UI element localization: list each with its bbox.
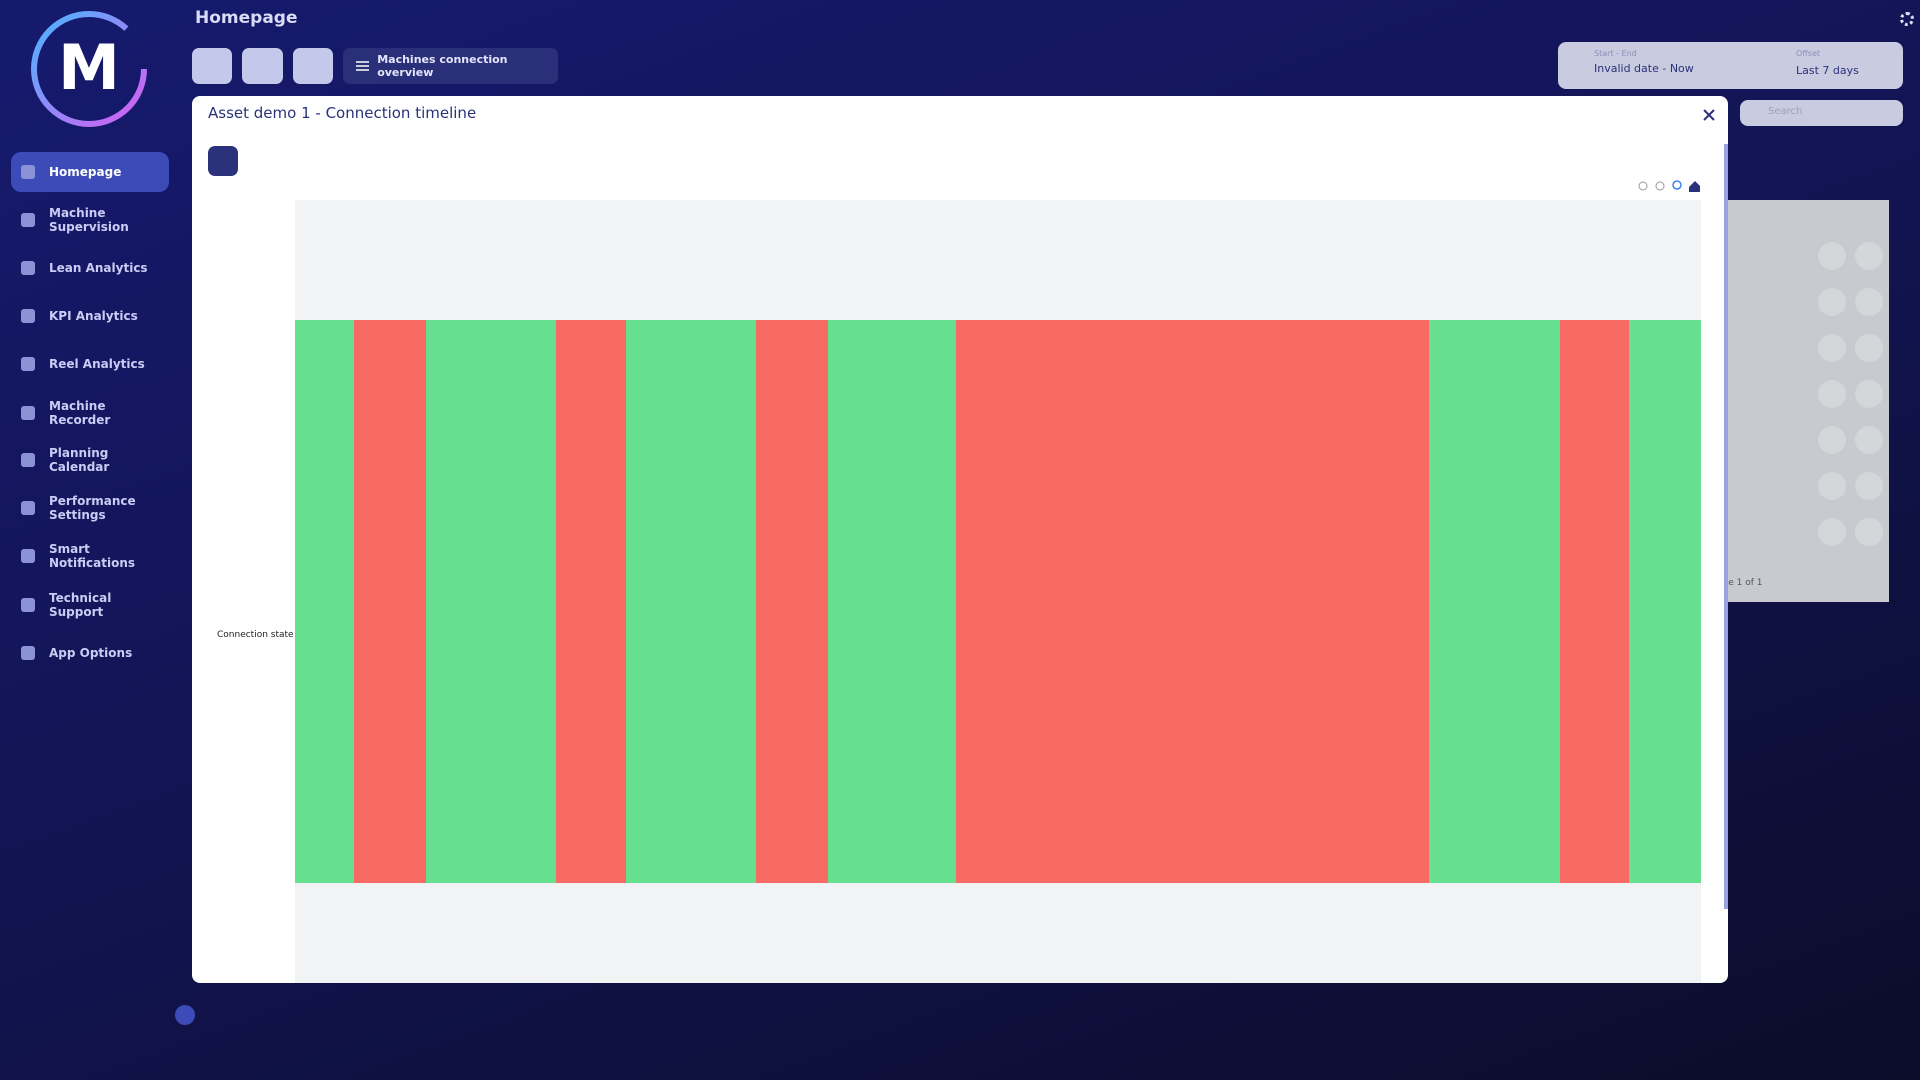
nav-item[interactable]: Reel Analytics [11, 344, 169, 384]
open-button[interactable] [1818, 242, 1846, 270]
nav-label: Machine Supervision [49, 206, 129, 234]
pagination: Page 1 of 1 [1712, 578, 1763, 588]
timeline-chart [295, 200, 1701, 983]
disconnected-segment [756, 320, 828, 883]
nav-icon [21, 261, 35, 275]
chart-button[interactable] [1855, 472, 1883, 500]
scrollbar [1724, 144, 1728, 909]
chart-button[interactable] [1855, 518, 1883, 546]
grid-view-button[interactable] [192, 48, 232, 84]
collapse-button[interactable] [175, 1005, 195, 1025]
open-button[interactable] [1818, 380, 1846, 408]
nav-label: Homepage [49, 165, 122, 179]
logo: M [31, 11, 147, 127]
tab-label: Machines connection overview [377, 53, 508, 79]
nav-label: Smart Notifications [49, 542, 136, 570]
nav-icon [21, 406, 35, 420]
menu-icon [356, 61, 369, 71]
nav-label: KPI Analytics [49, 309, 138, 323]
connected-segment [828, 320, 956, 883]
open-button[interactable] [1818, 288, 1846, 316]
list-view-button[interactable] [242, 48, 283, 84]
tab[interactable]: Machines connection overview [343, 48, 558, 84]
nav-label: Performance Settings [49, 494, 136, 522]
nav-label: Lean Analytics [49, 261, 148, 275]
date-filter[interactable]: Start - End Invalid date - Now Offset La… [1558, 42, 1903, 89]
nav-icon [21, 549, 35, 563]
nav-item[interactable]: KPI Analytics [11, 296, 169, 336]
chart-button[interactable] [1855, 380, 1883, 408]
modal-title: Asset demo 1 - Connection timeline [208, 104, 477, 122]
search[interactable]: Search [1740, 100, 1903, 126]
nav-label: Reel Analytics [49, 357, 145, 371]
modal: Asset demo 1 - Connection timeline Conne… [192, 96, 1728, 983]
logo-letter: M [58, 31, 120, 104]
nav-icon [21, 598, 35, 612]
offset-label: Offset [1796, 49, 1821, 58]
nav-item[interactable]: Smart Notifications [11, 536, 169, 576]
open-button[interactable] [1818, 426, 1846, 454]
nav-icon [21, 453, 35, 467]
connected-segment [426, 320, 556, 883]
chart-button[interactable] [1855, 426, 1883, 454]
nav-label: Machine Recorder [49, 399, 111, 427]
offset-value: Last 7 days [1796, 64, 1859, 77]
machines-table: Page 1 of 1 [1712, 200, 1889, 602]
chart-button[interactable] [1855, 288, 1883, 316]
nav-item[interactable]: Homepage [11, 152, 169, 192]
nav-icon [21, 309, 35, 323]
range-label: Start - End [1594, 49, 1637, 58]
close-button[interactable] [1702, 108, 1716, 122]
page-title: Homepage [195, 8, 298, 28]
nav-item[interactable]: Machine Recorder [11, 393, 169, 433]
nav-item[interactable]: Performance Settings [11, 488, 169, 528]
map-view-button[interactable] [293, 48, 333, 84]
nav-item[interactable]: Machine Supervision [11, 200, 169, 240]
connected-segment [1429, 320, 1560, 883]
nav-icon [21, 213, 35, 227]
settings-icon[interactable] [1900, 12, 1914, 26]
nav-label: App Options [49, 646, 133, 660]
connected-segment [626, 320, 756, 883]
chart-button[interactable] [1855, 242, 1883, 270]
download-button[interactable] [208, 146, 238, 176]
zoom-controls[interactable] [1636, 179, 1700, 193]
search-placeholder: Search [1768, 106, 1803, 117]
nav-item[interactable]: Planning Calendar [11, 440, 169, 480]
chart-button[interactable] [1855, 334, 1883, 362]
nav-label: Planning Calendar [49, 446, 110, 474]
disconnected-segment [1560, 320, 1629, 883]
nav-item[interactable]: Technical Support [11, 585, 169, 625]
connected-segment [1629, 320, 1701, 883]
sidebar: M Homepage Machine Supervision Lean Analyt… [0, 0, 195, 1080]
nav-icon [21, 501, 35, 515]
nav-icon [21, 357, 35, 371]
nav-icon [21, 165, 35, 179]
disconnected-segment [556, 320, 626, 883]
disconnected-segment [354, 320, 426, 883]
open-button[interactable] [1818, 518, 1846, 546]
nav-label: Technical Support [49, 591, 112, 619]
nav-item[interactable]: Lean Analytics [11, 248, 169, 288]
row-label: Connection state [217, 630, 294, 640]
connected-segment [295, 320, 354, 883]
nav-item[interactable]: App Options [11, 633, 169, 673]
nav-icon [21, 646, 35, 660]
open-button[interactable] [1818, 334, 1846, 362]
disconnected-segment [956, 320, 1429, 883]
open-button[interactable] [1818, 472, 1846, 500]
range-value: Invalid date - Now [1594, 62, 1694, 75]
